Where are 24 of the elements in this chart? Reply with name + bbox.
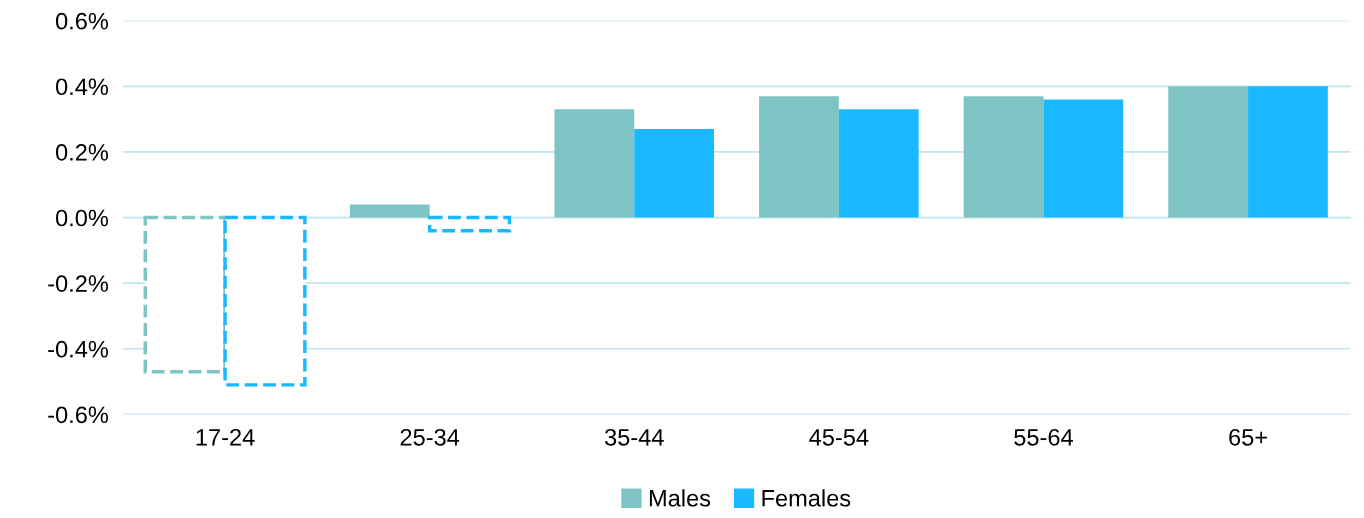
y-tick-label: 0.2%: [55, 144, 109, 161]
bar: [554, 109, 635, 218]
bar: [1248, 86, 1328, 218]
x-tick-label: 17-24: [196, 428, 255, 446]
x-tick-label: 65+: [1229, 428, 1267, 446]
bar: [838, 109, 919, 218]
bar: [634, 128, 715, 218]
x-tick-label: 55-64: [1014, 428, 1073, 446]
bar: [759, 96, 839, 218]
bar: [349, 204, 430, 218]
legend-label: Males: [649, 489, 711, 507]
bar: [1168, 86, 1249, 218]
bar: [1043, 99, 1124, 218]
legend-label: Females: [762, 489, 851, 507]
y-tick-label: 0.6%: [55, 12, 109, 30]
y-tick-label: -0.6%: [48, 406, 109, 424]
y-tick-label: -0.2%: [48, 275, 109, 292]
x-tick-label: 45-54: [809, 429, 869, 446]
y-tick-label: -0.4%: [48, 340, 109, 358]
bar: [963, 96, 1044, 218]
x-tick-label: 25-34: [400, 428, 460, 446]
y-tick-label: 0.4%: [55, 78, 109, 96]
x-tick-label: 35-44: [604, 428, 664, 446]
y-tick-label: 0.0%: [55, 209, 109, 227]
